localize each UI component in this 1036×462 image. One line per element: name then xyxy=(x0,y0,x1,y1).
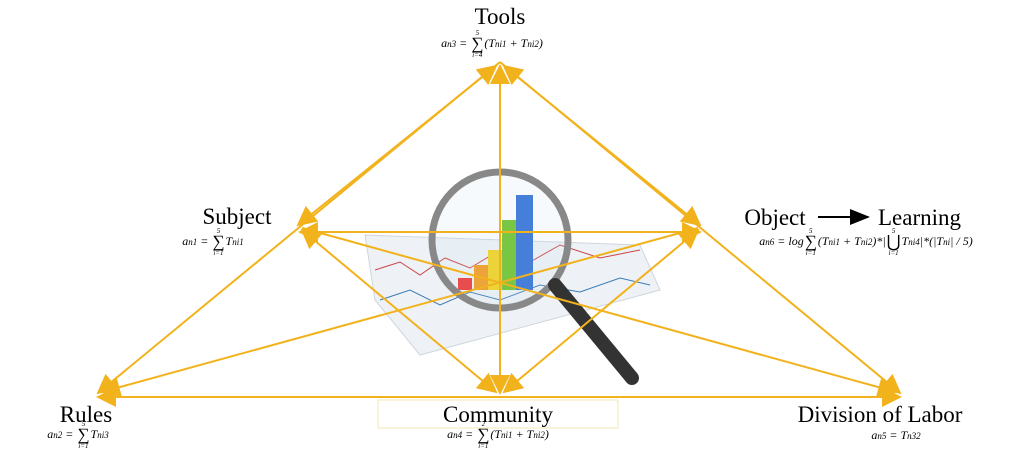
highlight-box xyxy=(377,399,619,429)
formula-subscript: n3 xyxy=(447,38,457,49)
formula-text: ) xyxy=(544,427,549,442)
formula-text: T xyxy=(901,234,909,249)
node-label: Division of Labor xyxy=(797,402,963,427)
formula-text: (T xyxy=(490,427,502,442)
operator-symbol: ∑ xyxy=(804,232,817,252)
operator: 5 ⋃ i=1 xyxy=(886,227,901,257)
formula-text: |*(|T xyxy=(919,234,944,249)
lower-limit: i=1 xyxy=(805,248,816,257)
operator: 5 ∑ i=4 xyxy=(471,29,484,59)
node-label: Community xyxy=(443,402,553,427)
lower-limit: i=1 xyxy=(478,441,489,450)
formula-subscript: n2 xyxy=(53,429,63,440)
arrows xyxy=(96,61,902,407)
formula-subscript: ni1 xyxy=(501,429,513,440)
formula-text: + T xyxy=(840,234,861,249)
formula-text: a xyxy=(871,428,878,442)
formula-subscript: n5 xyxy=(877,430,887,441)
operator: 5 ∑ i=1 xyxy=(804,227,817,257)
formula-text: a xyxy=(447,427,454,442)
formula-text: + T xyxy=(512,427,534,442)
formula-text: = T xyxy=(886,428,908,442)
formula-subscript: ni xyxy=(943,236,951,247)
formula-text: a xyxy=(182,234,189,249)
node-label: Tools xyxy=(474,4,526,29)
operator-symbol: ∑ xyxy=(77,425,90,445)
formula-text: )*| xyxy=(872,234,886,249)
formula-text: = xyxy=(462,427,477,442)
upper-limit: 5 xyxy=(81,420,86,428)
upper-limit: 5 xyxy=(891,227,896,235)
node-label: Subject xyxy=(202,204,272,229)
formula-subscript: ni1 xyxy=(495,38,507,49)
formula-text: T xyxy=(90,427,98,442)
formula-text: (T xyxy=(484,36,496,51)
formula-text: a xyxy=(441,36,448,51)
upper-limit: 5 xyxy=(475,29,480,37)
operator-symbol: ∑ xyxy=(471,34,484,54)
formula-text: (T xyxy=(817,234,829,249)
formula-text: = log xyxy=(774,234,804,249)
upper-limit: 2 xyxy=(481,420,486,428)
central-illustration xyxy=(364,168,661,385)
lower-limit: i=1 xyxy=(888,248,899,257)
lower-limit: i=1 xyxy=(78,441,89,450)
formula-subscript: n4 xyxy=(453,429,463,440)
lower-limit: i=1 xyxy=(213,248,224,257)
formula-subscript: n1 xyxy=(188,236,198,247)
outcome-label: Learning xyxy=(878,205,962,230)
formula-subscript: n32 xyxy=(907,430,921,441)
formula-text: a xyxy=(47,427,54,442)
formula-text: + T xyxy=(506,36,528,51)
formula-subscript: ni1 xyxy=(828,236,841,247)
node-label: Rules xyxy=(59,402,113,427)
formula-subscript: n6 xyxy=(765,236,775,247)
formula-subscript: ni4 xyxy=(908,236,920,247)
formula-subscript: ni2 xyxy=(533,429,545,440)
upper-limit: 5 xyxy=(809,227,813,235)
operator-symbol: ∑ xyxy=(477,425,490,445)
formula-subscript: ni3 xyxy=(97,429,109,440)
formula-text: = xyxy=(62,427,77,442)
formula-text: T xyxy=(225,234,233,249)
formula-text: = xyxy=(197,234,212,249)
formula-text: a xyxy=(759,234,766,249)
formula-text: = xyxy=(456,36,471,51)
formula-subscript: ni1 xyxy=(232,236,244,247)
formula-text: ) xyxy=(538,36,543,51)
formula-subscript: ni2 xyxy=(527,38,539,49)
formula-subscript: ni2 xyxy=(860,236,873,247)
operator-symbol: ⋃ xyxy=(886,232,901,252)
operator-symbol: ∑ xyxy=(212,232,225,252)
formula-text: | / 5) xyxy=(950,234,973,249)
operator: 5 ∑ i=1 xyxy=(77,420,90,450)
upper-limit: 5 xyxy=(216,227,221,235)
operator: 2 ∑ i=1 xyxy=(477,420,490,450)
node-label: Object xyxy=(744,205,806,230)
operator: 5 ∑ i=1 xyxy=(212,227,225,257)
lower-limit: i=4 xyxy=(472,50,483,59)
